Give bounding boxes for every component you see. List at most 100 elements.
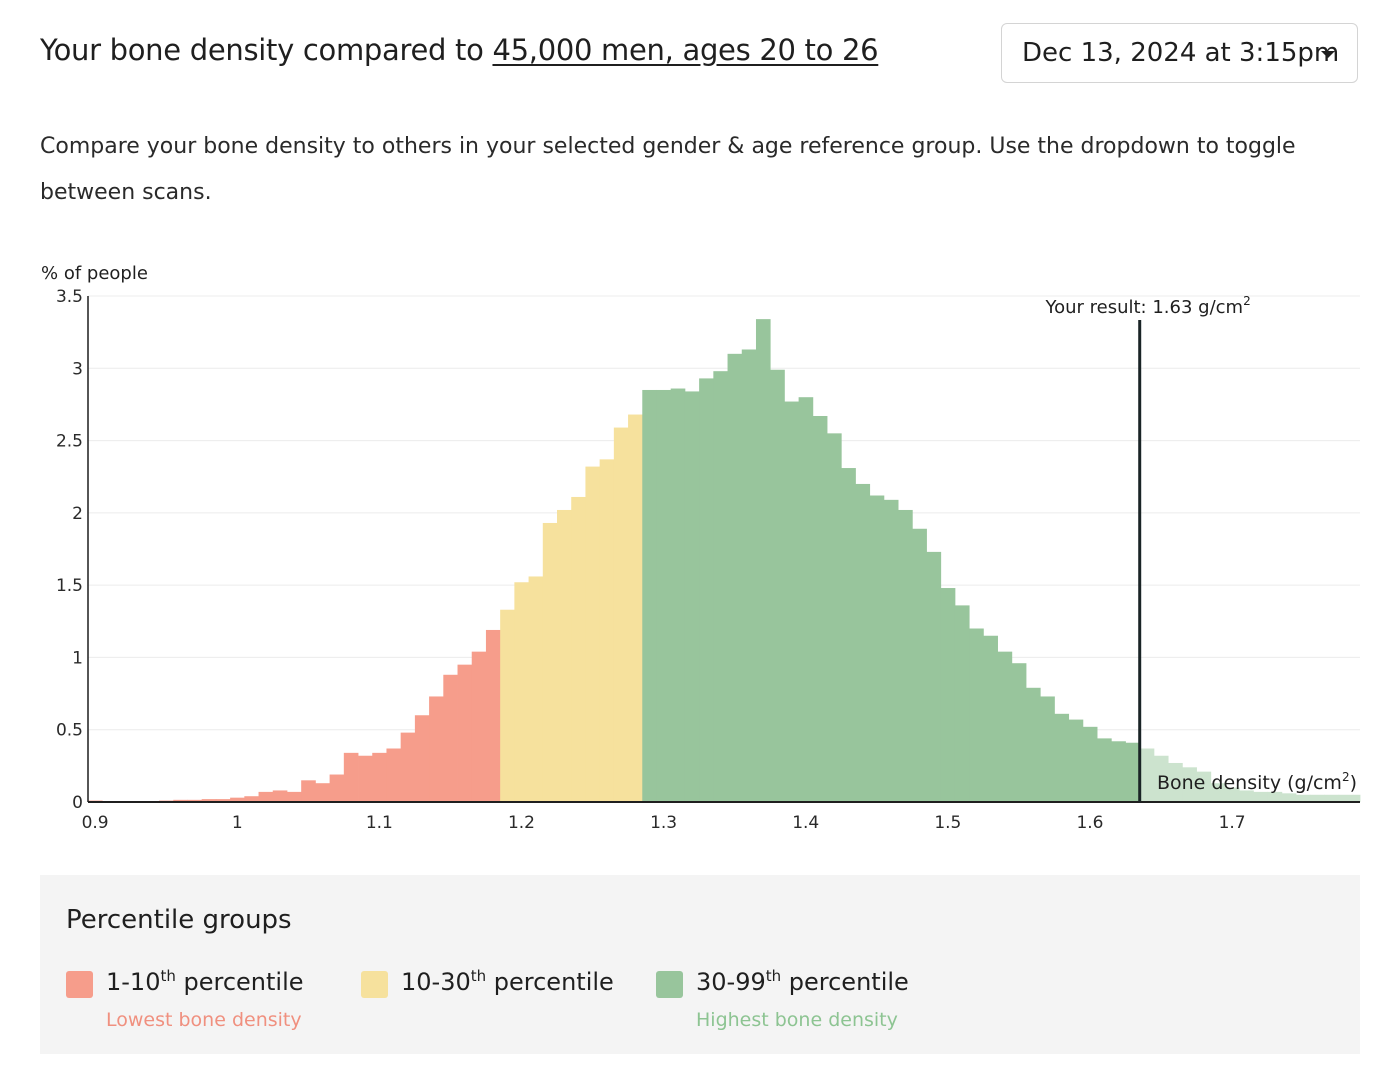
- histogram-bar: [656, 389, 672, 802]
- x-tick-label: 1.3: [650, 813, 677, 833]
- histogram-bar: [1210, 783, 1226, 802]
- x-axis-label: Bone density (g/cm2): [1157, 770, 1357, 794]
- histogram-bar: [286, 791, 302, 802]
- histogram-bar: [770, 369, 785, 802]
- legend-label-low: 1-10th percentile: [106, 967, 304, 996]
- histogram-bar: [926, 551, 942, 802]
- bone-density-histogram: 0 0.5 1 1.5 2 2.5 3 3.5 % of people 0.9 1 1.1 1.2 1.3…: [41, 263, 1361, 833]
- scan-date-value: Dec 13, 2024 at 3:15pm: [1022, 38, 1340, 68]
- histogram-bar: [1196, 771, 1212, 802]
- legend-swatch-mid: [361, 971, 388, 998]
- histogram-bar: [1139, 748, 1155, 802]
- histogram-bar: [585, 466, 601, 802]
- x-tick-label: 1.6: [1076, 813, 1103, 833]
- histogram-bar: [1168, 762, 1183, 802]
- histogram-bar: [528, 576, 544, 802]
- x-tick-label: 1.7: [1219, 813, 1246, 833]
- histogram-bar: [969, 628, 984, 802]
- x-tick-label: 1.2: [508, 813, 535, 833]
- histogram-bar: [798, 397, 814, 802]
- histogram-bar: [471, 651, 487, 802]
- histogram-bar: [898, 509, 913, 802]
- histogram-bar: [912, 528, 927, 802]
- histogram-bar: [812, 415, 828, 802]
- histogram-bar: [1040, 696, 1055, 802]
- x-tick-label: 1.1: [366, 813, 393, 833]
- histogram-bar: [400, 732, 416, 802]
- legend-sub-high: Highest bone density: [696, 1009, 898, 1031]
- histogram-bar: [1239, 790, 1254, 802]
- histogram-bar: [301, 780, 316, 802]
- x-tick-label: 1.5: [934, 813, 961, 833]
- y-tick-label: 2.5: [56, 432, 83, 452]
- histogram-bar: [1267, 791, 1283, 802]
- histogram-bar: [315, 783, 331, 802]
- legend-swatch-low: [66, 971, 93, 998]
- histogram-bar: [699, 378, 714, 802]
- y-tick-label: 2: [72, 504, 83, 524]
- histogram-bar: [358, 755, 373, 802]
- histogram-bar: [940, 588, 956, 802]
- histogram-bar: [258, 791, 274, 802]
- caret-down-icon: [1321, 51, 1335, 58]
- histogram-bar: [329, 774, 345, 802]
- histogram-bar: [372, 752, 387, 802]
- histogram-bar: [1111, 741, 1126, 802]
- histogram-bar: [869, 495, 885, 802]
- legend-panel: Percentile groups 1-10th percentile Lowe…: [40, 875, 1360, 1054]
- histogram-bar: [883, 499, 899, 802]
- histogram-bar: [1153, 755, 1169, 802]
- histogram-bar: [997, 651, 1013, 802]
- x-tick-label: 0.9: [82, 813, 109, 833]
- histogram-bar: [954, 605, 970, 802]
- histogram-bar: [500, 609, 515, 802]
- legend-title: Percentile groups: [66, 905, 292, 935]
- histogram-bar: [1338, 794, 1354, 802]
- histogram-bar: [599, 459, 615, 802]
- histogram-bar: [841, 468, 856, 802]
- histogram-bar: [1082, 726, 1098, 802]
- histogram-bar: [230, 797, 245, 802]
- title-prefix: Your bone density compared to: [40, 33, 493, 67]
- histogram-bar: [827, 433, 842, 802]
- histogram-bar: [1324, 794, 1340, 802]
- x-tick-label: 1.4: [792, 813, 819, 833]
- histogram-bar: [414, 715, 430, 802]
- histogram-bar: [485, 629, 501, 802]
- histogram-bar: [741, 349, 757, 802]
- y-tick-label: 0.5: [56, 721, 83, 741]
- histogram-bar: [1224, 787, 1240, 802]
- histogram-bar: [386, 748, 402, 802]
- histogram-bar: [173, 799, 188, 802]
- histogram-bar: [1352, 794, 1361, 802]
- histogram-bar: [1253, 791, 1269, 802]
- histogram-bar: [457, 664, 473, 802]
- histogram-bar: [983, 635, 998, 802]
- histogram-bar: [684, 391, 700, 802]
- histogram-bar: [201, 799, 217, 802]
- histogram-bar: [244, 796, 259, 802]
- histogram-bar: [855, 483, 871, 802]
- histogram-bar: [1011, 663, 1027, 802]
- result-label: Your result: 1.63 g/cm2: [1044, 294, 1250, 318]
- histogram-bar: [542, 522, 558, 802]
- reference-group-link[interactable]: 45,000 men, ages 20 to 26: [492, 33, 879, 67]
- histogram-bar: [713, 371, 728, 802]
- histogram-bar: [628, 414, 643, 802]
- scan-date-dropdown[interactable]: Dec 13, 2024 at 3:15pm: [1001, 23, 1358, 83]
- histogram-bar: [642, 389, 657, 802]
- histogram-bar: [557, 509, 572, 802]
- histogram-bar: [1182, 767, 1197, 802]
- histogram-bar: [1125, 742, 1141, 802]
- histogram-bar: [755, 319, 771, 802]
- histogram-bar: [429, 696, 444, 802]
- legend-label-high: 30-99th percentile: [696, 967, 909, 996]
- description-text: Compare your bone density to others in y…: [40, 134, 1296, 205]
- histogram-bar: [1310, 794, 1325, 802]
- histogram-bar: [1097, 738, 1112, 802]
- legend-label-mid: 10-30th percentile: [401, 967, 614, 996]
- histogram-bar: [1054, 713, 1070, 802]
- histogram-bar: [784, 401, 800, 802]
- histogram-bar: [571, 496, 586, 802]
- y-tick-label: 1.5: [56, 576, 83, 596]
